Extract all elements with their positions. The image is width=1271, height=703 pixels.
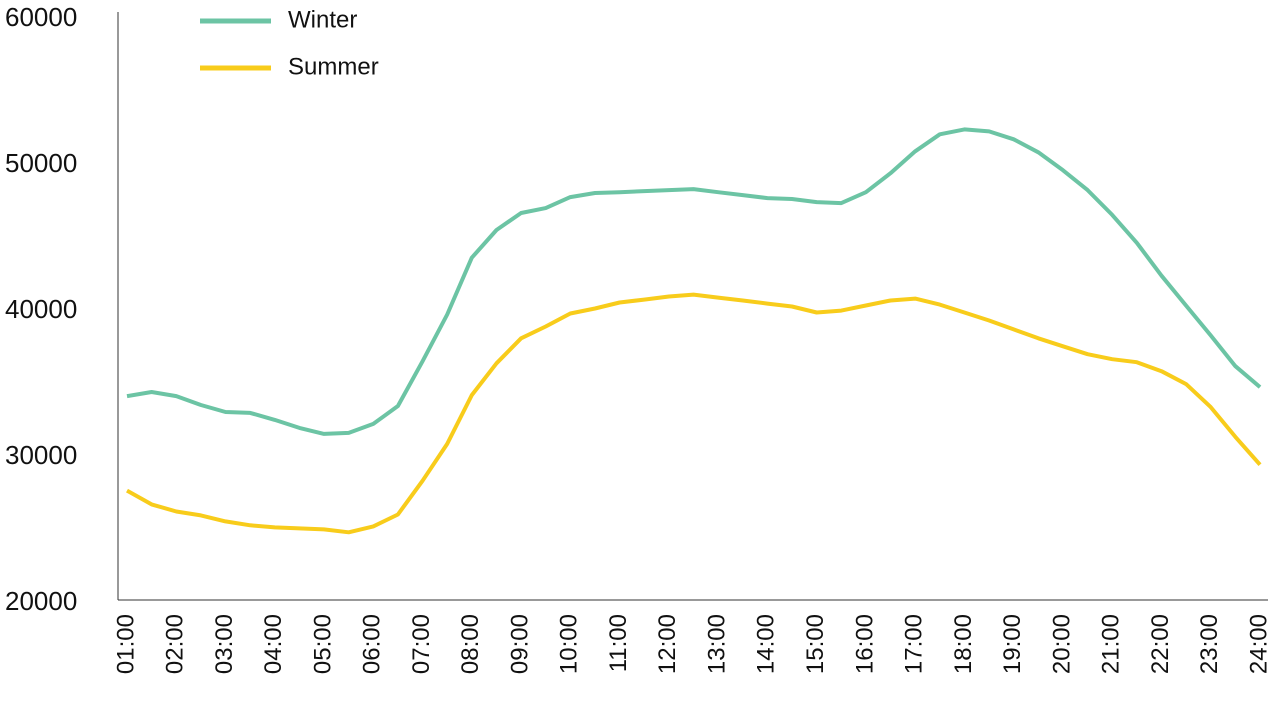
- x-tick-label: 18:00: [950, 614, 977, 674]
- y-tick-label: 20000: [5, 586, 77, 616]
- x-tick-label: 03:00: [211, 614, 238, 674]
- y-tick-label: 40000: [5, 294, 77, 324]
- x-tick-label: 20:00: [1048, 614, 1075, 674]
- x-tick-label: 10:00: [556, 614, 583, 674]
- x-tick-label: 14:00: [753, 614, 780, 674]
- x-tick-label: 01:00: [112, 614, 139, 674]
- x-tick-label: 15:00: [802, 614, 829, 674]
- x-tick-label: 17:00: [901, 614, 928, 674]
- x-tick-label: 09:00: [506, 614, 533, 674]
- legend-label: Winter: [288, 6, 357, 33]
- x-tick-label: 02:00: [162, 614, 189, 674]
- x-tick-label: 21:00: [1098, 614, 1125, 674]
- x-tick-label: 08:00: [457, 614, 484, 674]
- x-tick-label: 06:00: [359, 614, 386, 674]
- x-tick-label: 12:00: [654, 614, 681, 674]
- x-tick-label: 05:00: [309, 614, 336, 674]
- x-tick-label: 16:00: [851, 614, 878, 674]
- x-tick-label: 04:00: [260, 614, 287, 674]
- legend-label: Summer: [288, 53, 379, 80]
- line-series: [126, 292, 1262, 535]
- x-tick-label: 07:00: [408, 614, 435, 674]
- x-tick-label: 11:00: [605, 614, 632, 672]
- y-tick-label: 60000: [5, 2, 77, 32]
- x-tick-label: 24:00: [1245, 614, 1271, 674]
- y-tick-label: 50000: [5, 148, 77, 178]
- x-tick-label: 23:00: [1196, 614, 1223, 674]
- x-tick-label: 13:00: [703, 614, 730, 674]
- x-tick-label: 22:00: [1147, 614, 1174, 674]
- x-tick-label: 19:00: [999, 614, 1026, 674]
- y-tick-label: 30000: [5, 440, 77, 470]
- line-series: [126, 127, 1262, 436]
